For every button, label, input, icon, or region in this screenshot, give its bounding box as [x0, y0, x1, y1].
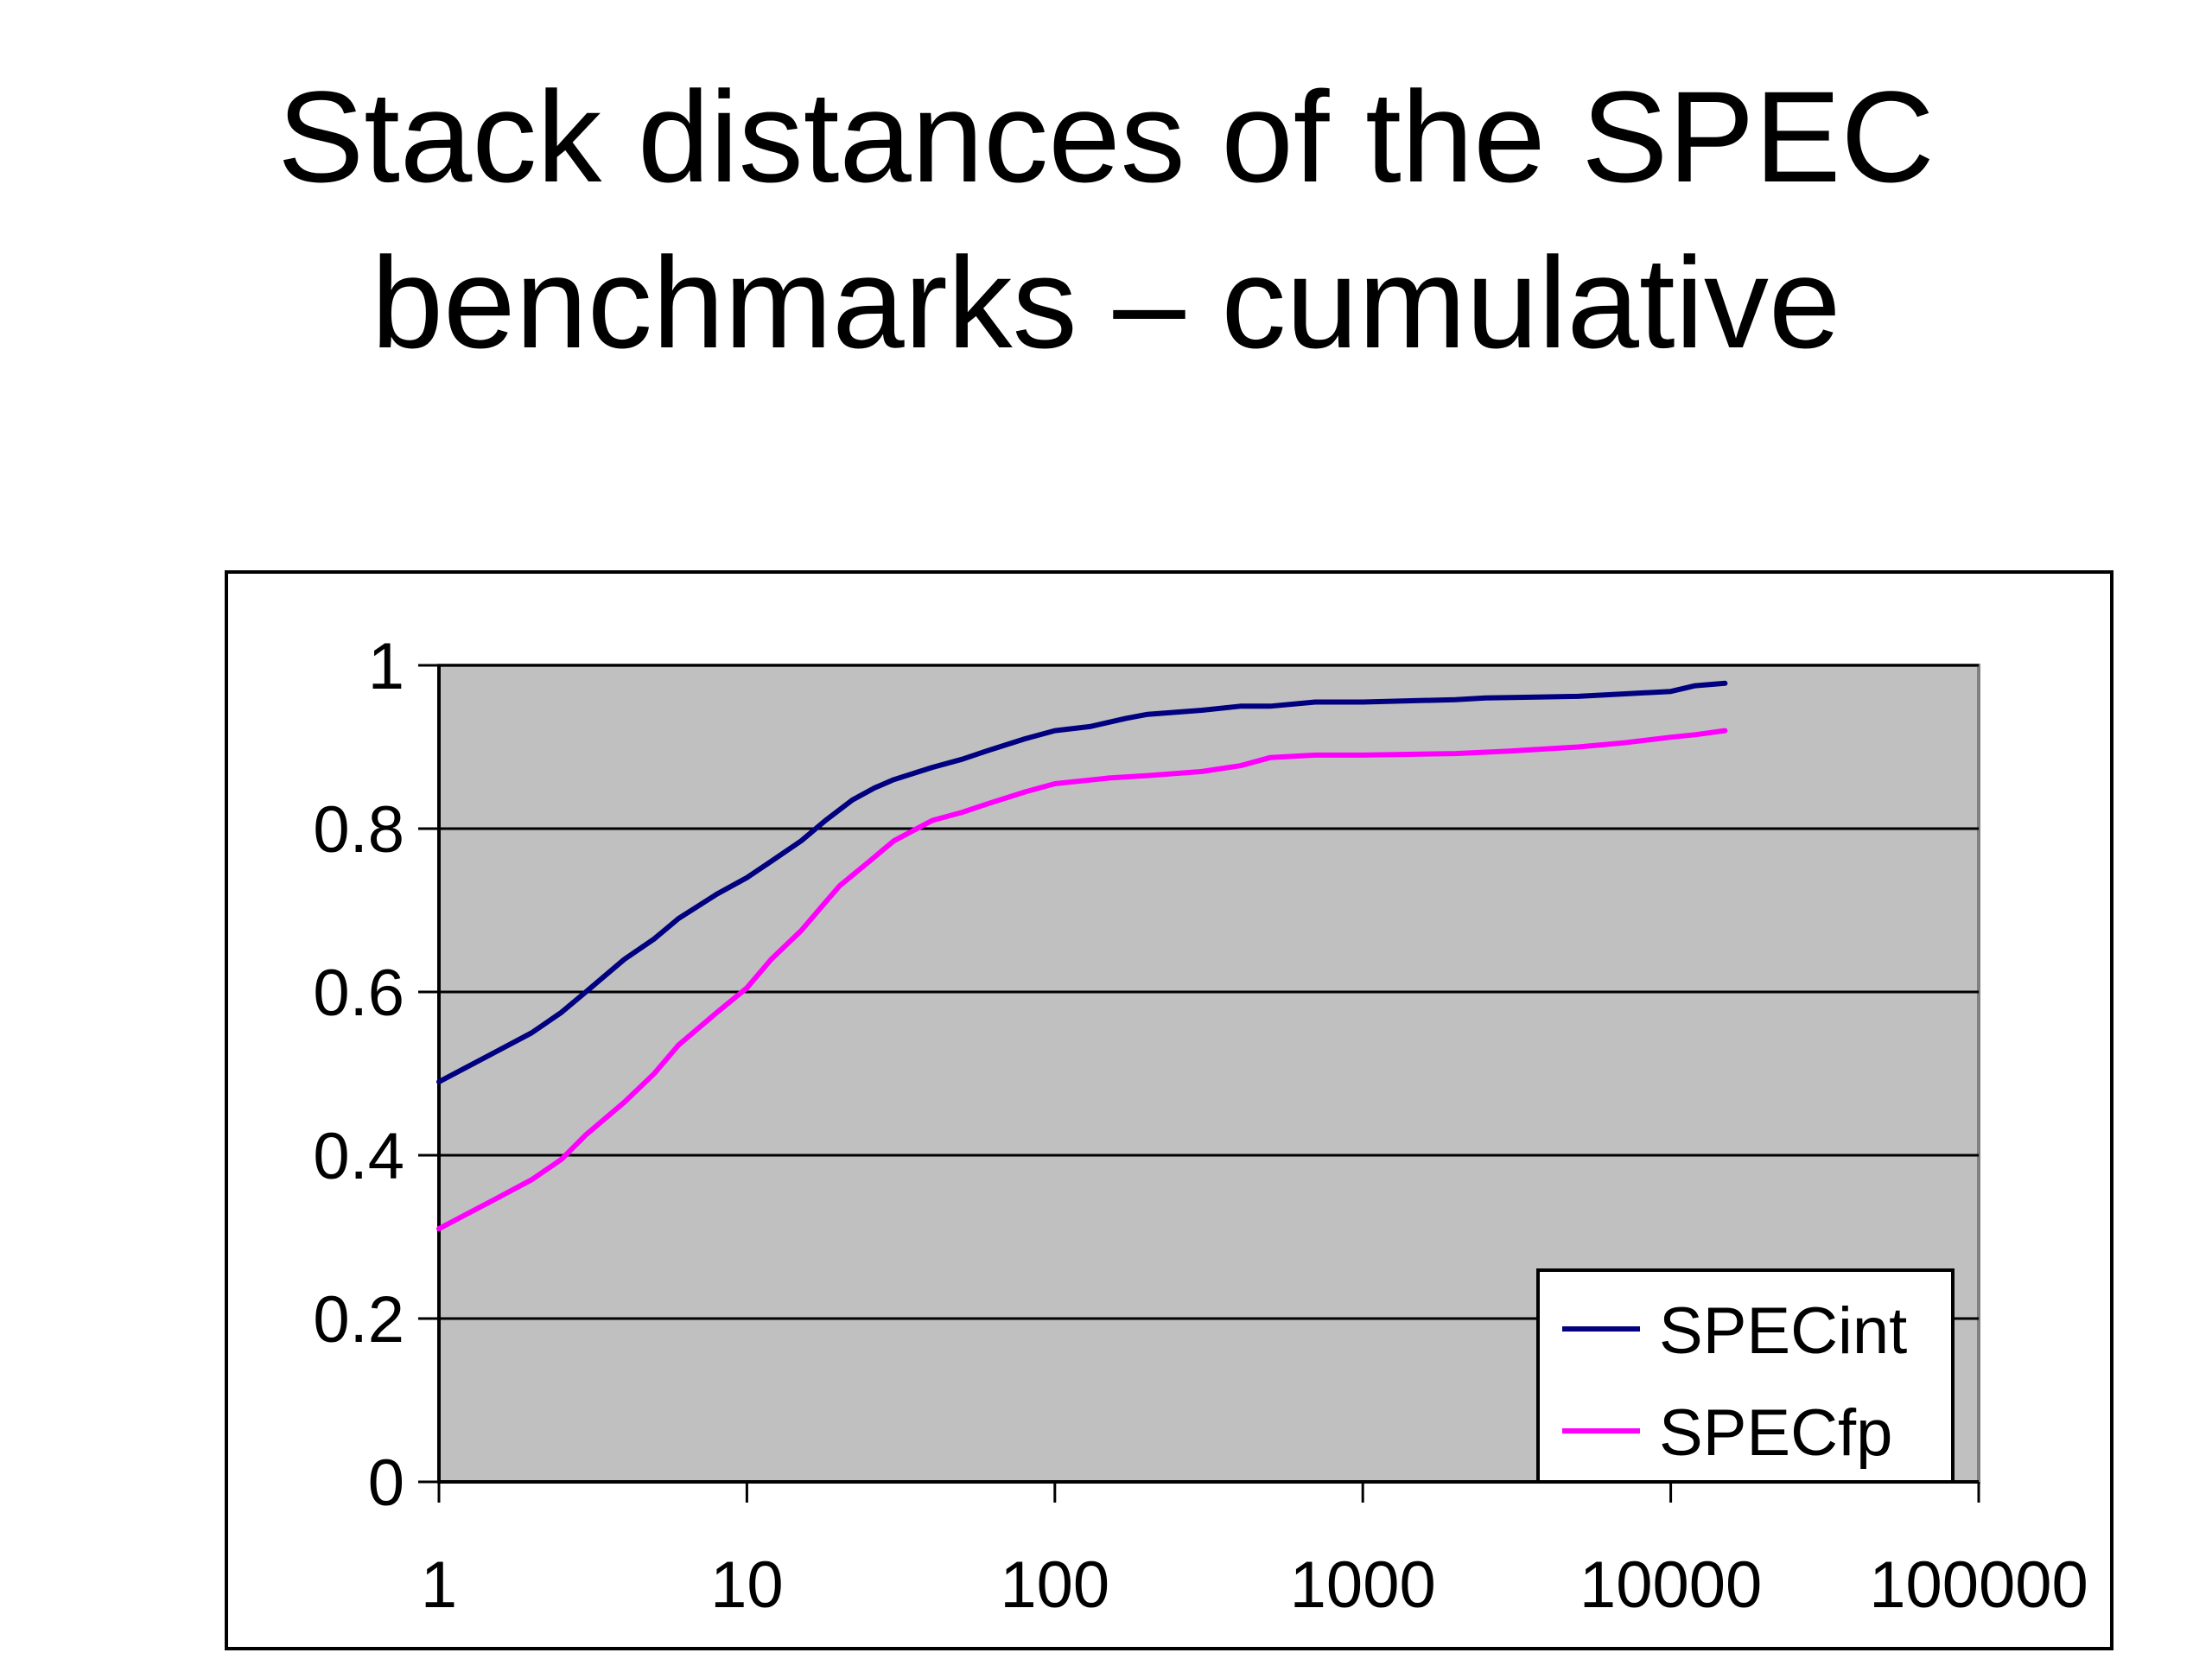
ticks: 0 0.2 0.4 0.6 0.8 1 1 10 100 1000 10000 100000 [313, 630, 2088, 1622]
x-tick-label: 100 [1000, 1548, 1109, 1622]
y-tick-label: 0.4 [313, 1120, 404, 1193]
x-tick-label: 10 [710, 1548, 784, 1622]
slide-title: Stack distances of the SPEC benchmarks –… [0, 54, 2212, 385]
y-tick-label: 0.2 [313, 1283, 404, 1357]
x-tick-label: 10000 [1580, 1548, 1762, 1622]
y-tick-label: 1 [368, 630, 404, 703]
slide-title-line-1: Stack distances of the SPEC [277, 64, 1935, 209]
series-line-specint [436, 680, 1728, 1084]
legend: SPECint SPECfp [1536, 1268, 1955, 1484]
x-tick-label: 1 [421, 1548, 457, 1622]
y-tick-label: 0.6 [313, 957, 404, 1030]
series-layer [436, 680, 1728, 1231]
y-tick-label: 0 [368, 1446, 404, 1520]
slide-title-line-2: benchmarks – cumulative [371, 230, 1841, 375]
legend-box [1536, 1268, 1955, 1484]
x-tick-label: 1000 [1290, 1548, 1436, 1622]
legend-label-specint: SPECint [1659, 1294, 1907, 1368]
y-tick-label: 0.8 [313, 793, 404, 867]
x-tick-label: 100000 [1869, 1548, 2088, 1622]
series-line-specfp [436, 728, 1728, 1231]
legend-label-specfp: SPECfp [1659, 1396, 1892, 1470]
